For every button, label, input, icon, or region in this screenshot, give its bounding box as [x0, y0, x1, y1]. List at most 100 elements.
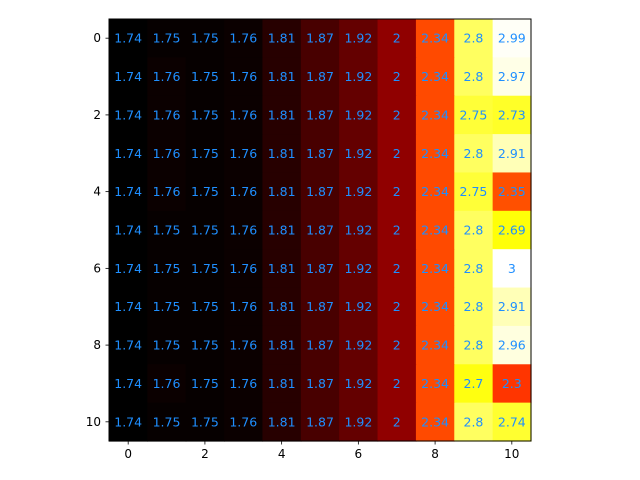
heatmap-cell-r1-c3 [224, 57, 264, 97]
heatmap-cell-r9-c2 [185, 364, 225, 404]
y-tick-label-6: 6 [93, 261, 101, 275]
cell-label-r5-c2: 1.75 [191, 223, 219, 238]
heatmap-cell-r1-c1 [147, 57, 187, 97]
cell-label-r7-c6: 1.92 [344, 299, 372, 314]
cell-label-r7-c2: 1.75 [191, 299, 219, 314]
heatmap-cell-r9-c5 [300, 364, 340, 404]
heatmap-cell-r8-c6 [339, 325, 379, 365]
heatmap-cell-r3-c9 [454, 134, 494, 174]
heatmap-cell-r10-c7 [377, 402, 417, 442]
cell-label-r5-c3: 1.76 [229, 223, 257, 238]
heatmap-cell-r2-c9 [454, 95, 494, 135]
heatmap-cell-r6-c7 [377, 249, 417, 289]
cell-label-r6-c0: 1.74 [114, 261, 142, 276]
cell-label-r10-c8: 2.34 [421, 414, 449, 429]
cell-label-r4-c8: 2.34 [421, 184, 449, 199]
heatmap-cell-r6-c6 [339, 249, 379, 289]
heatmap-cell-r7-c1 [147, 287, 187, 327]
y-tick-label-0: 0 [93, 31, 101, 45]
cell-label-r8-c2: 1.75 [191, 338, 219, 353]
heatmap-cell-r8-c0 [109, 325, 148, 365]
cell-label-r1-c8: 2.34 [421, 69, 449, 84]
cell-label-r4-c0: 1.74 [114, 184, 142, 199]
heatmap-cell-r4-c0 [109, 172, 148, 212]
cell-label-r2-c7: 2 [393, 107, 401, 122]
heatmap-cell-r7-c8 [415, 287, 455, 327]
cell-label-r9-c4: 1.81 [268, 376, 296, 391]
cell-label-r10-c3: 1.76 [229, 414, 257, 429]
heatmap-cell-r7-c3 [224, 287, 264, 327]
cell-label-r7-c7: 2 [393, 299, 401, 314]
x-tick-label-8: 8 [431, 447, 439, 461]
cell-label-r2-c5: 1.87 [306, 107, 334, 122]
heatmap-cell-r6-c10 [492, 249, 532, 289]
cell-label-r5-c6: 1.92 [344, 223, 372, 238]
heatmap-cell-r3-c10 [492, 134, 532, 174]
heatmap-cells [109, 19, 532, 442]
cell-label-r10-c5: 1.87 [306, 414, 334, 429]
x-axis: 0 2 4 6 8 10 [124, 441, 519, 461]
y-tick-label-2: 2 [93, 108, 101, 122]
heatmap-cell-r5-c0 [109, 210, 148, 250]
heatmap-cell-r0-c3 [224, 19, 264, 58]
cell-label-r10-c7: 2 [393, 414, 401, 429]
x-tick-label-4: 4 [278, 447, 286, 461]
heatmap-cell-r3-c4 [262, 134, 302, 174]
heatmap-cell-r3-c5 [300, 134, 340, 174]
cell-label-r0-c6: 1.92 [344, 31, 372, 46]
cell-label-r2-c4: 1.81 [268, 107, 296, 122]
heatmap-cell-r9-c4 [262, 364, 302, 404]
cell-label-r4-c10: 2.35 [498, 184, 526, 199]
heatmap-cell-r10-c3 [224, 402, 264, 442]
cell-label-r0-c4: 1.81 [268, 31, 296, 46]
cell-label-r7-c5: 1.87 [306, 299, 334, 314]
cell-label-r3-c6: 1.92 [344, 146, 372, 161]
heatmap-cell-r1-c4 [262, 57, 302, 97]
heatmap-cell-r1-c7 [377, 57, 417, 97]
heatmap-cell-r4-c7 [377, 172, 417, 212]
cell-label-r7-c0: 1.74 [114, 299, 142, 314]
heatmap-cell-r7-c2 [185, 287, 225, 327]
heatmap-cell-r0-c8 [415, 19, 455, 58]
heatmap-cell-r2-c8 [415, 95, 455, 135]
heatmap-cell-r10-c2 [185, 402, 225, 442]
cell-label-r0-c2: 1.75 [191, 31, 219, 46]
heatmap-cell-r4-c9 [454, 172, 494, 212]
heatmap-cell-r7-c7 [377, 287, 417, 327]
cell-label-r9-c6: 1.92 [344, 376, 372, 391]
cell-label-r2-c1: 1.76 [153, 107, 181, 122]
heatmap-cell-r3-c0 [109, 134, 148, 174]
cell-label-r6-c8: 2.34 [421, 261, 449, 276]
cell-label-r8-c0: 1.74 [114, 338, 142, 353]
heatmap-cell-r1-c8 [415, 57, 455, 97]
cell-label-r9-c8: 2.34 [421, 376, 449, 391]
cell-label-r10-c0: 1.74 [114, 414, 142, 429]
heatmap-cell-r9-c7 [377, 364, 417, 404]
cell-label-r1-c7: 2 [393, 69, 401, 84]
x-tick-label-0: 0 [124, 447, 132, 461]
heatmap-cell-r2-c2 [185, 95, 225, 135]
heatmap-cell-r3-c2 [185, 134, 225, 174]
cell-label-r1-c10: 2.97 [498, 69, 526, 84]
heatmap-cell-r8-c8 [415, 325, 455, 365]
cell-label-r4-c6: 1.92 [344, 184, 372, 199]
cell-label-r3-c10: 2.91 [498, 146, 526, 161]
heatmap-cell-r9-c1 [147, 364, 187, 404]
heatmap-cell-r3-c8 [415, 134, 455, 174]
cell-label-r5-c4: 1.81 [268, 223, 296, 238]
cell-label-r5-c8: 2.34 [421, 223, 449, 238]
cell-label-r2-c2: 1.75 [191, 107, 219, 122]
heatmap-cell-r2-c3 [224, 95, 264, 135]
cell-label-r1-c3: 1.76 [229, 69, 257, 84]
cell-label-r6-c6: 1.92 [344, 261, 372, 276]
heatmap-cell-r2-c6 [339, 95, 379, 135]
cell-label-r3-c5: 1.87 [306, 146, 334, 161]
y-tick-label-10: 10 [86, 415, 101, 429]
heatmap-cell-r5-c1 [147, 210, 187, 250]
cell-label-r1-c2: 1.75 [191, 69, 219, 84]
cell-label-r8-c9: 2.8 [464, 338, 484, 353]
cell-label-r4-c4: 1.81 [268, 184, 296, 199]
cell-label-r8-c5: 1.87 [306, 338, 334, 353]
heatmap-cell-r3-c6 [339, 134, 379, 174]
heatmap-cell-r5-c3 [224, 210, 264, 250]
